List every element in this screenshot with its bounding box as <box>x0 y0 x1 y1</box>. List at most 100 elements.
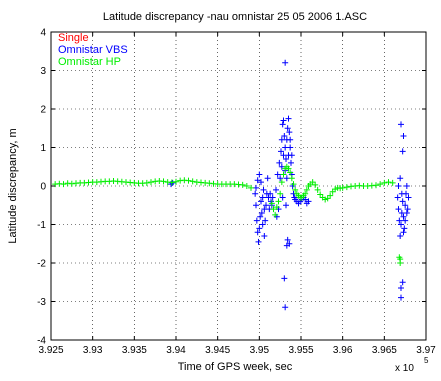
y-tick-label: -2 <box>37 259 46 270</box>
data-point-omnistar-vbs <box>261 206 268 213</box>
y-axis-label: Latitude discrepancy, m <box>7 128 19 243</box>
x-tick-label: 3.935 <box>122 345 147 356</box>
legend-entry-omnistar-vbs: Omnistar VBS <box>58 44 128 56</box>
data-point-omnistar-vbs <box>281 132 288 139</box>
data-point-omnistar-hp <box>327 192 334 199</box>
data-point-omnistar-vbs <box>396 217 403 224</box>
data-point-omnistar-vbs <box>400 132 407 139</box>
legend-entry-single: Single <box>58 32 89 44</box>
data-point-omnistar-vbs <box>286 240 293 247</box>
data-point-omnistar-vbs <box>398 221 404 228</box>
data-point-omnistar-hp <box>373 182 379 189</box>
x-axis-label: Time of GPS week, sec <box>178 361 293 373</box>
data-point-omnistar-hp <box>312 181 319 188</box>
data-point-omnistar-vbs <box>283 156 289 163</box>
x-tick-label: 3.96 <box>333 345 353 356</box>
data-point-omnistar-vbs <box>278 163 285 170</box>
data-point-omnistar-vbs <box>273 186 279 193</box>
data-point-omnistar-vbs <box>261 233 268 240</box>
y-tick-label: -1 <box>37 220 46 231</box>
data-point-omnistar-vbs <box>282 304 289 311</box>
data-point-omnistar-vbs <box>287 136 294 143</box>
data-point-omnistar-vbs <box>263 202 269 209</box>
data-point-omnistar-hp <box>288 175 295 182</box>
data-point-omnistar-vbs <box>279 194 286 201</box>
data-point-omnistar-vbs <box>398 190 405 197</box>
data-point-omnistar-vbs <box>253 217 260 224</box>
data-point-omnistar-hp <box>243 183 250 189</box>
data-point-omnistar-vbs <box>264 175 271 182</box>
data-point-omnistar-hp <box>189 178 196 185</box>
data-point-omnistar-hp <box>248 184 254 191</box>
data-point-omnistar-hp <box>277 190 284 197</box>
data-point-omnistar-vbs <box>283 202 289 209</box>
data-point-omnistar-vbs <box>277 175 284 182</box>
data-point-omnistar-hp <box>302 190 309 197</box>
data-point-omnistar-hp <box>275 198 282 205</box>
data-point-omnistar-hp <box>292 186 299 193</box>
data-point-omnistar-vbs <box>253 202 259 209</box>
data-point-omnistar-vbs <box>269 194 276 201</box>
data-point-omnistar-hp <box>377 181 384 188</box>
data-point-omnistar-hp <box>381 179 388 186</box>
data-point-omnistar-vbs <box>284 125 291 132</box>
data-point-omnistar-vbs <box>258 209 265 216</box>
y-tick-label: 3 <box>40 66 46 77</box>
data-point-omnistar-hp <box>314 186 321 193</box>
y-tick-label: 1 <box>40 143 46 154</box>
data-point-omnistar-hp <box>389 179 396 186</box>
data-point-omnistar-vbs <box>398 209 405 216</box>
data-point-omnistar-vbs <box>397 233 404 240</box>
tick-layer: 3.925 3.93 3.935 3.94 3.945 3.95 3.955 3.96 3.96… <box>37 28 436 357</box>
data-point-omnistar-vbs <box>252 190 259 197</box>
data-point-omnistar-vbs <box>285 115 292 122</box>
data-point-omnistar-vbs <box>399 198 406 205</box>
data-point-omnistar-hp <box>339 184 346 191</box>
x-tick-label: 3.945 <box>205 345 230 356</box>
data-point-omnistar-hp <box>273 204 280 211</box>
data-point-omnistar-vbs <box>401 225 408 232</box>
data-point-omnistar-hp <box>160 178 167 185</box>
x-tick-label: 3.965 <box>372 345 397 356</box>
data-point-omnistar-vbs <box>258 179 264 186</box>
data-point-omnistar-hp <box>148 179 154 186</box>
data-point-omnistar-hp <box>280 171 287 178</box>
data-point-omnistar-vbs <box>267 190 274 197</box>
data-point-omnistar-vbs <box>259 194 266 201</box>
x-tick-label: 3.93 <box>83 345 103 356</box>
x-tick-label: 3.955 <box>288 345 313 356</box>
data-point-omnistar-vbs <box>260 186 267 193</box>
data-point-omnistar-vbs <box>288 152 295 159</box>
data-point-omnistar-hp <box>268 200 275 207</box>
data-point-omnistar-vbs <box>256 225 263 232</box>
y-tick-label: -3 <box>37 297 46 308</box>
data-point-omnistar-hp <box>303 186 310 193</box>
y-tick-label: 4 <box>40 28 46 39</box>
x-exponent-label: x 10 <box>395 363 414 374</box>
data-point-omnistar-vbs <box>403 209 410 216</box>
data-point-omnistar-vbs <box>278 148 284 155</box>
data-point-omnistar-vbs <box>397 175 404 182</box>
data-point-omnistar-hp <box>285 165 292 172</box>
legend: Single Omnistar VBS Omnistar HP <box>58 32 128 68</box>
data-layer <box>52 59 412 311</box>
data-point-omnistar-hp <box>272 211 279 218</box>
data-point-omnistar-vbs <box>286 129 293 136</box>
data-point-omnistar-vbs <box>254 229 261 236</box>
data-point-omnistar-vbs <box>254 177 261 184</box>
data-point-omnistar-vbs <box>305 198 312 205</box>
data-point-omnistar-vbs <box>398 294 404 301</box>
data-point-omnistar-vbs <box>404 206 411 213</box>
data-point-omnistar-hp <box>287 169 294 176</box>
data-point-omnistar-hp <box>317 191 324 198</box>
data-point-omnistar-vbs <box>402 217 409 224</box>
data-point-omnistar-vbs <box>274 171 281 178</box>
data-point-omnistar-hp <box>168 179 175 186</box>
data-point-omnistar-vbs <box>395 206 402 213</box>
data-point-omnistar-vbs <box>283 175 290 182</box>
x-tick-label: 3.925 <box>38 345 63 356</box>
legend-entry-omnistar-hp: Omnistar HP <box>58 56 121 68</box>
data-point-omnistar-vbs <box>394 194 401 201</box>
